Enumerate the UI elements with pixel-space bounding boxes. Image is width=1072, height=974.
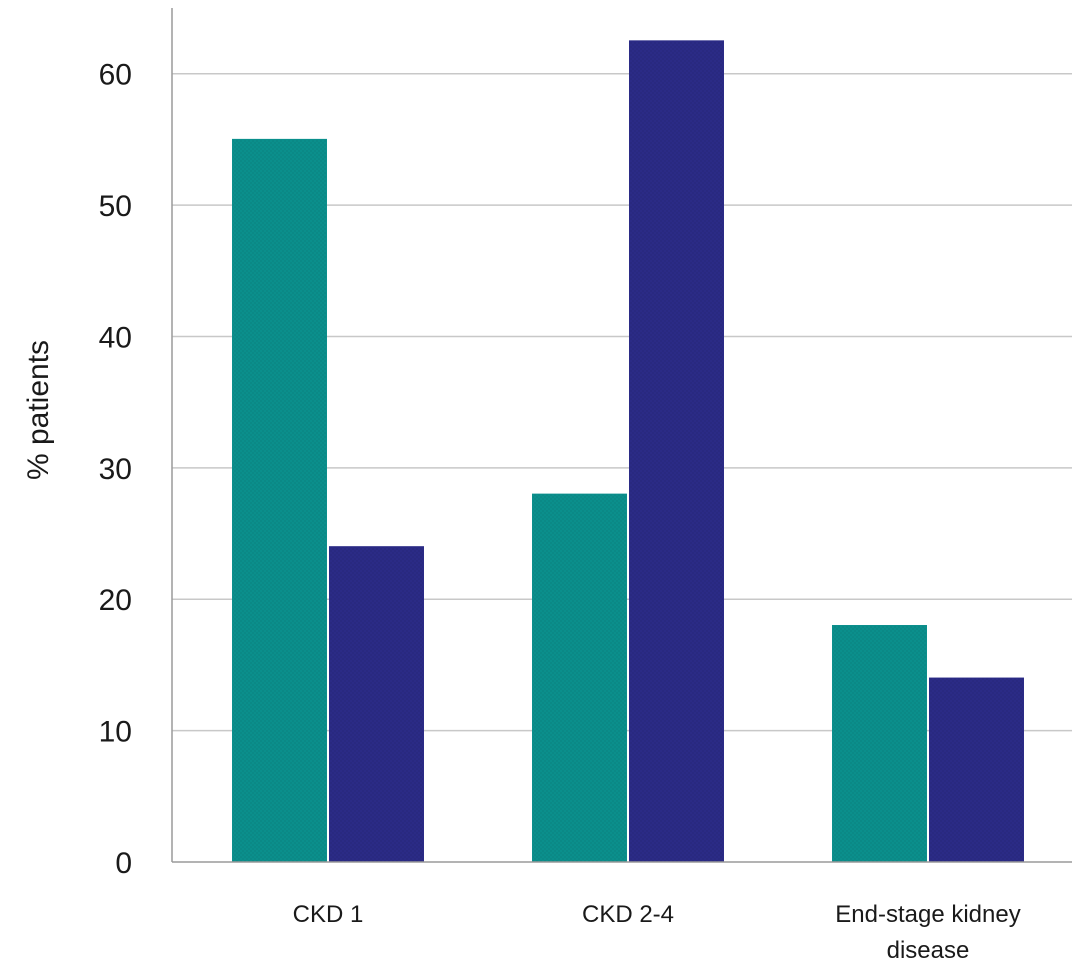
y-tick-label: 60 <box>99 59 132 92</box>
bars <box>232 40 1024 863</box>
bar-series-1-category-2 <box>532 493 627 863</box>
axes <box>171 8 1072 863</box>
y-tick-label: 10 <box>99 716 132 749</box>
x-tick-label: End-stage kidney <box>835 901 1020 928</box>
x-tick-label: CKD 1 <box>293 901 364 928</box>
bar-series-1-category-3 <box>832 625 927 863</box>
bar-series-2-category-1 <box>329 546 424 863</box>
bar-series-2-category-3 <box>929 677 1024 863</box>
y-tick-label: 0 <box>115 847 132 880</box>
y-axis-label: % patients <box>22 340 55 480</box>
tick-labels: 0 10 20 30 40 50 60 CKD 1 CKD 2-4 End-stage kidne… <box>99 59 1021 964</box>
y-tick-label: 40 <box>99 321 132 354</box>
y-tick-label: 30 <box>99 453 132 486</box>
bar-series-2-category-2 <box>629 40 724 863</box>
y-tick-label: 20 <box>99 584 132 617</box>
y-tick-label: 50 <box>99 190 132 223</box>
x-tick-label: disease <box>887 937 970 964</box>
x-tick-label: CKD 2-4 <box>582 901 674 928</box>
bar-series-1-category-1 <box>232 138 327 863</box>
